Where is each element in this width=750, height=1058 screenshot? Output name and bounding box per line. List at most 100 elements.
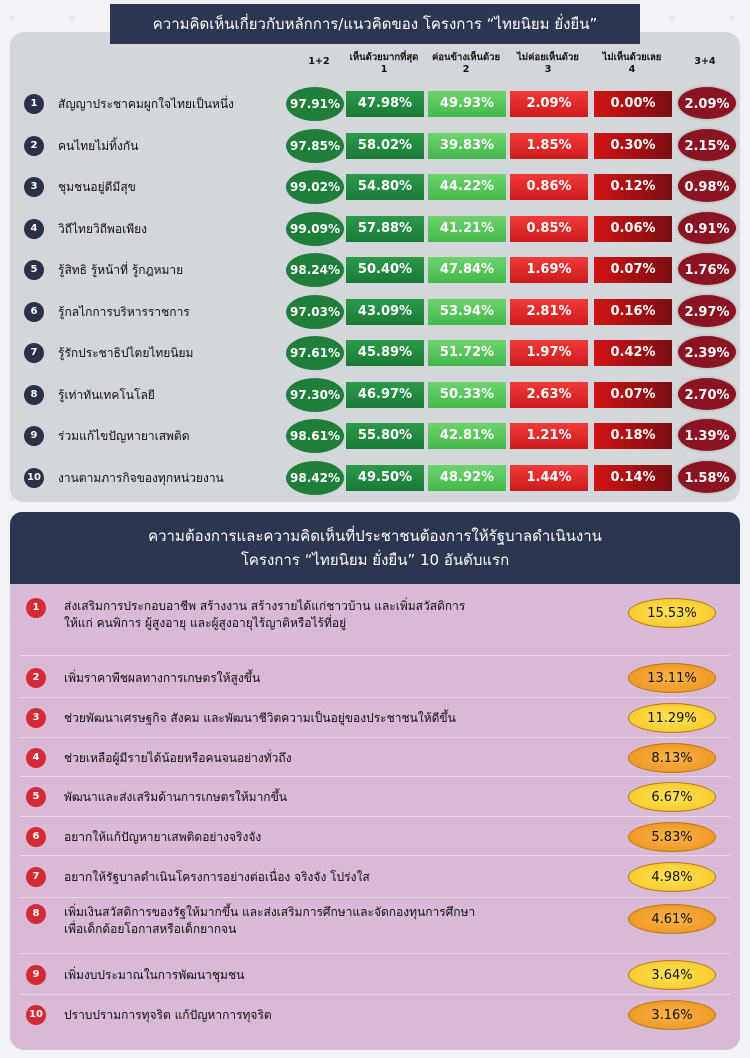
item-rank-badge: 7 xyxy=(26,867,46,887)
cell-agree-somewhat: 49.93% xyxy=(428,91,506,117)
item-rank-badge: 1 xyxy=(26,598,46,618)
cell-disagree-strongly: 0.30% xyxy=(594,132,672,159)
cell-agree-most: 58.02% xyxy=(346,132,424,159)
row-divider xyxy=(20,994,730,995)
cell-disagree-strongly: 0.00% xyxy=(594,91,672,117)
list-item: 6 อยากให้แก้ปัญหายาเสพติดอย่างจริงจัง 5.83… xyxy=(10,817,740,856)
section2-title-line2: โครงการ “ไทยนิยม ยั่งยืน” 10 อันดับแรก xyxy=(240,551,510,569)
sum34-oval: 2.15% xyxy=(676,126,738,163)
row-rank-badge: 8 xyxy=(24,384,44,405)
item-label-line: อยากให้รัฐบาลดำเนินโครงการอย่างต่อเนื่อง… xyxy=(64,870,370,884)
item-label: เพิ่มราคาพืชผลทางการเกษตรให้สูงขึ้น xyxy=(64,670,624,687)
cell-agree-most: 57.88% xyxy=(346,215,424,242)
item-percent-pill: 3.64% xyxy=(628,959,716,990)
sum34-oval: 1.39% xyxy=(676,417,738,453)
col-head-agree-most-label: เห็นด้วยมากที่สุด xyxy=(349,52,419,63)
cell-agree-most: 54.80% xyxy=(346,174,424,200)
col-head-disagree-somewhat: ไม่ค่อยเห็นด้วย 3 xyxy=(508,52,588,76)
table-row: 6 รู้กลไกการบริหารราชการ 97.03% 43.09% 53.94… xyxy=(10,292,740,332)
item-rank-badge: 2 xyxy=(26,668,46,688)
sum12-oval: 97.03% xyxy=(286,294,344,329)
sum12-oval: 99.09% xyxy=(286,211,344,246)
item-percent-pill: 13.11% xyxy=(628,663,716,693)
col-head-agree-somewhat-num: 2 xyxy=(462,64,470,75)
cell-disagree-strongly: 0.06% xyxy=(594,215,672,242)
col-head-agree-most-num: 1 xyxy=(380,64,388,75)
item-label: ส่งเสริมการประกอบอาชีพ สร้างงาน สร้างราย… xyxy=(64,598,624,632)
section2-title: ความต้องการและความคิดเห็นที่ประชาชนต้องก… xyxy=(10,512,740,584)
row-divider xyxy=(20,855,730,856)
cell-agree-somewhat: 44.22% xyxy=(428,174,506,200)
row-divider xyxy=(20,776,730,777)
cell-disagree-strongly: 0.18% xyxy=(594,423,672,449)
cell-agree-most: 47.98% xyxy=(346,91,424,117)
col-head-sum34: 3+4 xyxy=(694,56,716,67)
cell-disagree-somewhat: 1.44% xyxy=(510,464,588,491)
list-item: 7 อยากให้รัฐบาลดำเนินโครงการอย่างต่อเนื่อ… xyxy=(10,856,740,898)
cell-agree-most: 49.50% xyxy=(346,464,424,491)
cell-agree-somewhat: 48.92% xyxy=(428,464,506,491)
col-head-agree-somewhat: ค่อนข้างเห็นด้วย 2 xyxy=(426,52,506,76)
cell-disagree-somewhat: 0.85% xyxy=(510,215,588,242)
cell-agree-most: 43.09% xyxy=(346,298,424,325)
row-divider xyxy=(20,816,730,817)
table-row: 10 งานตามภารกิจของทุกหน่วยงาน 98.42% 49.50%… xyxy=(10,458,740,498)
cell-agree-most: 55.80% xyxy=(346,423,424,449)
item-percent-pill: 8.13% xyxy=(628,742,716,773)
item-rank-badge: 9 xyxy=(26,964,46,985)
cell-agree-most: 45.89% xyxy=(346,340,424,366)
item-label: อยากให้รัฐบาลดำเนินโครงการอย่างต่อเนื่อง… xyxy=(64,869,624,886)
sum12-oval: 98.61% xyxy=(286,419,344,453)
table-row: 4 วิถีไทยวิถีพอเพียง 99.09% 57.88% 41.21% 0.8… xyxy=(10,209,740,249)
cell-agree-somewhat: 39.83% xyxy=(428,132,506,159)
item-label-line: เพิ่มราคาพืชผลทางการเกษตรให้สูงขึ้น xyxy=(64,671,261,685)
row-rank-badge: 9 xyxy=(24,426,44,446)
item-percent-pill: 15.53% xyxy=(628,598,716,628)
row-divider xyxy=(20,953,730,954)
cell-disagree-strongly: 0.42% xyxy=(594,340,672,366)
item-label-line: ช่วยเหลือผู้มีรายได้น้อยหรือคนจนอย่างทั่… xyxy=(64,750,292,765)
cell-disagree-strongly: 0.07% xyxy=(594,257,672,283)
table-row: 2 คนไทยไม่ทิ้งกัน 97.85% 58.02% 39.83% 1.85% 0… xyxy=(10,126,740,166)
table-row: 7 รู้รักประชาธิปไตยไทยนิยม 97.61% 45.89% 51.… xyxy=(10,333,740,373)
sum12-oval: 97.61% xyxy=(286,336,344,370)
item-label-line: เพิ่มเงินสวัสดิการของรัฐให้มากขึ้น และส่… xyxy=(64,905,476,919)
list-item: 8 เพิ่มเงินสวัสดิการของรัฐให้มากขึ้น และส… xyxy=(10,898,740,954)
cell-disagree-somewhat: 1.85% xyxy=(510,132,588,159)
item-rank-badge: 6 xyxy=(26,826,46,847)
item-rank-badge: 5 xyxy=(26,787,46,807)
cell-disagree-somewhat: 1.97% xyxy=(510,340,588,366)
sum34-oval: 1.58% xyxy=(676,458,738,495)
row-divider xyxy=(20,697,730,698)
list-item: 2 เพิ่มราคาพืชผลทางการเกษตรให้สูงขึ้น 13.1… xyxy=(10,658,740,698)
cell-agree-somewhat: 41.21% xyxy=(428,215,506,242)
sum34-oval: 2.70% xyxy=(676,375,738,412)
row-label: รู้เท่าทันเทคโนโลยี xyxy=(58,387,155,402)
item-label-line: ส่งเสริมการประกอบอาชีพ สร้างงาน สร้างราย… xyxy=(64,599,466,613)
item-rank-badge: 4 xyxy=(26,747,46,768)
cell-agree-most: 50.40% xyxy=(346,257,424,283)
cell-disagree-somewhat: 2.81% xyxy=(510,298,588,325)
item-percent-pill: 5.83% xyxy=(628,821,716,852)
item-rank-badge: 3 xyxy=(26,708,46,728)
col-head-disagree-strongly-num: 4 xyxy=(628,64,636,75)
sum12-oval: 97.85% xyxy=(286,128,344,163)
row-label: รู้สิทธิ รู้หน้าที่ รู้กฎหมาย xyxy=(58,263,184,277)
table-row: 3 ชุมชนอยู่ดีมีสุข 99.02% 54.80% 44.22% 0.86%… xyxy=(10,167,740,207)
cell-disagree-somewhat: 2.09% xyxy=(510,91,588,117)
row-rank-badge: 1 xyxy=(24,94,44,114)
col-head-sum12: 1+2 xyxy=(308,56,330,67)
item-label-line: ช่วยพัฒนาเศรษฐกิจ สังคม และพัฒนาชีวิตควา… xyxy=(64,711,456,725)
list-item: 1 ส่งเสริมการประกอบอาชีพ สร้างงาน สร้างรา… xyxy=(10,592,740,656)
sum12-oval: 97.30% xyxy=(286,377,344,412)
cell-agree-most: 46.97% xyxy=(346,381,424,408)
sum34-oval: 0.98% xyxy=(676,168,738,204)
item-label: อยากให้แก้ปัญหายาเสพติดอย่างจริงจัง xyxy=(64,829,624,846)
item-label: ช่วยเหลือผู้มีรายได้น้อยหรือคนจนอย่างทั่… xyxy=(64,750,624,767)
item-label: ปราบปรามการทุจริต แก้ปัญหาการทุจริต xyxy=(64,1007,624,1024)
item-percent-pill: 11.29% xyxy=(628,703,716,733)
item-percent-pill: 3.16% xyxy=(628,1000,716,1030)
sum12-oval: 99.02% xyxy=(286,170,344,204)
row-divider xyxy=(20,897,730,898)
item-percent-pill: 4.98% xyxy=(628,862,716,892)
